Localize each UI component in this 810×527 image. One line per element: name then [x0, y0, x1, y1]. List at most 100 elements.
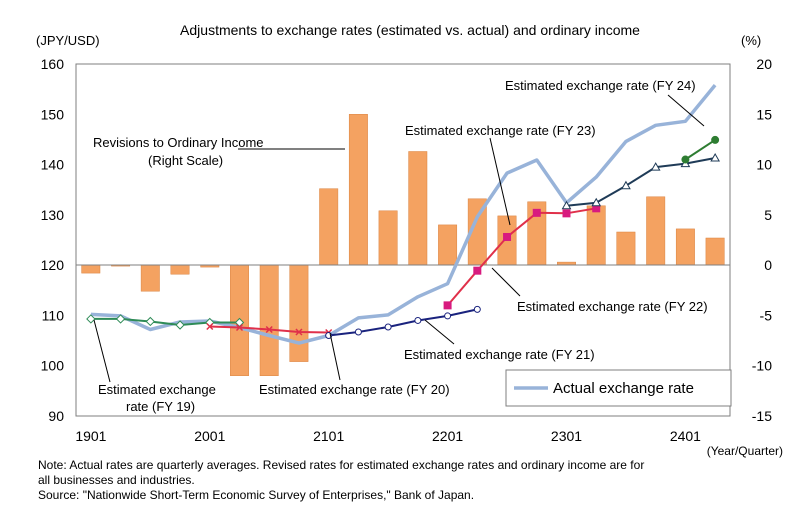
- x-tick-2001: 2001: [194, 428, 225, 444]
- line-estimated-exchange-rate-fy-21: [328, 308, 478, 337]
- right-tick--5: -5: [760, 307, 773, 323]
- left-tick-100: 100: [41, 358, 65, 374]
- left-tick-150: 150: [41, 106, 65, 122]
- point-estimated-exchange-rate-fy-22-2201: [443, 301, 452, 310]
- point-estimated-exchange-rate-fy-23-2402: [710, 153, 720, 162]
- bars-layer: [81, 114, 725, 376]
- point-estimated-exchange-rate-fy-19-1901: [86, 314, 96, 324]
- legend: Actual exchange rate: [505, 369, 732, 407]
- point-estimated-exchange-rate-fy-20-2001-b: [206, 322, 214, 331]
- right-tick-20: 20: [756, 56, 772, 72]
- annotation-bars-line2: (Right Scale): [148, 153, 223, 168]
- point-estimated-exchange-rate-fy-23-2304: [650, 162, 661, 171]
- left-tick-130: 130: [41, 207, 65, 223]
- note-line-2: all businesses and industries.: [38, 473, 195, 487]
- annotation-fy19-line2: rate (FY 19): [126, 399, 195, 414]
- annotation-fy21: Estimated exchange rate (FY 21): [404, 347, 595, 362]
- point-estimated-exchange-rate-fy-22-2203: [503, 232, 512, 241]
- bar-2303: [616, 231, 636, 266]
- left-tick-110: 110: [42, 307, 65, 323]
- bar-2104: [408, 151, 428, 266]
- point-estimated-exchange-rate-fy-23-2303: [621, 180, 631, 190]
- annotation-fy23: Estimated exchange rate (FY 23): [405, 123, 596, 138]
- left-tick-140: 140: [41, 157, 65, 173]
- annotation-bars-line1: Revisions to Ordinary Income: [93, 135, 264, 150]
- annotation-fy20: Estimated exchange rate (FY 20): [259, 382, 450, 397]
- leader-fy20: [329, 332, 341, 381]
- leader-fy19: [93, 319, 111, 383]
- x-tick-2101: 2101: [313, 428, 344, 444]
- x-tick-2201: 2201: [432, 428, 463, 444]
- left-axis-label: (JPY/USD): [36, 33, 100, 48]
- point-estimated-exchange-rate-fy-21-2103: [384, 323, 392, 331]
- plot-area-border: [75, 63, 731, 417]
- point-estimated-exchange-rate-fy-20-2003-b: [265, 325, 273, 334]
- right-tick--10: -10: [752, 358, 772, 374]
- bar-2101: [319, 188, 339, 266]
- annotation-fy22: Estimated exchange rate (FY 22): [517, 299, 708, 314]
- right-tick--15: -15: [752, 408, 772, 424]
- point-estimated-exchange-rate-fy-20-2002-b: [235, 323, 244, 332]
- left-tick-labels: 160 150 140 130 120 110 100 90: [41, 56, 65, 424]
- bar-2401: [675, 228, 695, 266]
- left-tick-160: 160: [41, 56, 65, 72]
- legend-label-actual: Actual exchange rate: [553, 380, 694, 397]
- bar-2003: [259, 264, 279, 376]
- point-estimated-exchange-rate-fy-20-2004: [295, 328, 303, 336]
- x-axis-label: (Year/Quarter): [707, 444, 783, 458]
- bar-2103: [378, 210, 398, 266]
- point-estimated-exchange-rate-fy-20-2001: [206, 322, 214, 331]
- point-estimated-exchange-rate-fy-20-2003: [265, 325, 273, 334]
- lines-layer: [86, 83, 720, 345]
- point-estimated-exchange-rate-fy-20-2004-b: [295, 328, 303, 336]
- point-estimated-exchange-rate-fy-22-2202: [473, 266, 482, 275]
- x-tick-labels: 1901 2001 2101 2201 2301 2401: [75, 428, 701, 444]
- source-line: Source: "Nationwide Short-Term Economic …: [38, 488, 475, 502]
- point-estimated-exchange-rate-fy-21-2201: [444, 312, 452, 320]
- point-estimated-exchange-rate-fy-24-2402: [711, 135, 720, 144]
- point-estimated-exchange-rate-fy-20-2002: [235, 323, 244, 332]
- chart-title: Adjustments to exchange rates (estimated…: [180, 22, 640, 38]
- annotation-fy19-line1: Estimated exchange: [98, 382, 216, 397]
- right-tick-10: 10: [756, 157, 772, 173]
- bar-1903: [140, 264, 160, 292]
- left-tick-120: 120: [41, 257, 65, 273]
- right-tick-15: 15: [756, 106, 772, 122]
- point-estimated-exchange-rate-fy-19-1902: [115, 314, 126, 324]
- right-tick-labels: 20 15 10 5 0 -5 -10 -15: [752, 56, 772, 424]
- point-estimated-exchange-rate-fy-21-2104: [414, 316, 422, 324]
- line-estimated-exchange-rate-fy-19: [90, 317, 240, 326]
- line-actual-exchange-rate: [90, 83, 717, 345]
- point-estimated-exchange-rate-fy-21-2202: [473, 305, 481, 313]
- point-estimated-exchange-rate-fy-19-1903: [145, 316, 156, 327]
- point-estimated-exchange-rate-fy-19-1904: [175, 320, 185, 330]
- leader-fy23: [489, 137, 511, 226]
- line-estimated-exchange-rate-fy-24: [684, 139, 716, 161]
- point-estimated-exchange-rate-fy-21-2102: [354, 328, 362, 336]
- bar-1901: [81, 264, 101, 274]
- point-estimated-exchange-rate-fy-22-2204: [532, 208, 541, 217]
- x-tick-2301: 2301: [551, 428, 582, 444]
- point-estimated-exchange-rate-fy-23-2301: [561, 200, 572, 210]
- x-tick-1901: 1901: [75, 428, 106, 444]
- point-estimated-exchange-rate-fy-22-2301: [562, 209, 571, 218]
- annotation-fy24: Estimated exchange rate (FY 24): [505, 78, 696, 93]
- bar-2302: [586, 205, 606, 266]
- bar-2304: [646, 196, 666, 266]
- point-estimated-exchange-rate-fy-23-2302: [591, 197, 602, 207]
- leader-fy24: [667, 94, 705, 127]
- line-estimated-exchange-rate-fy-23: [566, 157, 716, 207]
- bar-2102: [348, 114, 368, 266]
- leader-fy21: [424, 319, 455, 345]
- bar-2004: [289, 264, 309, 362]
- right-tick-0: 0: [764, 257, 772, 273]
- x-tick-2401: 2401: [670, 428, 701, 444]
- right-tick-5: 5: [764, 207, 772, 223]
- line-estimated-exchange-rate-fy-22: [446, 207, 597, 307]
- bar-1904: [170, 264, 190, 275]
- bar-2201: [438, 224, 458, 266]
- point-estimated-exchange-rate-fy-24-2401: [681, 155, 690, 164]
- leader-fy22: [491, 267, 521, 297]
- left-tick-90: 90: [48, 408, 64, 424]
